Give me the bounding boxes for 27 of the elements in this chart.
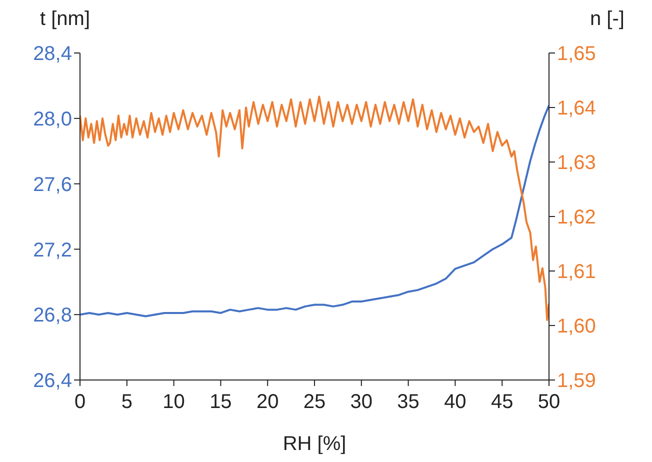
- y-tick-label: 26,4: [33, 370, 72, 392]
- x-tick-label: 0: [74, 391, 86, 414]
- x-tick-label: 15: [210, 391, 232, 414]
- x-tick-label: 35: [397, 391, 420, 414]
- y2-tick-label: 1,61: [557, 261, 596, 284]
- x-tick-label: 30: [350, 391, 373, 414]
- y2-tick-label: 1,62: [557, 206, 596, 229]
- y2-tick-label: 1,63: [557, 152, 596, 174]
- y-tick-label: 28,4: [33, 43, 72, 66]
- y2-tick-label: 1,64: [557, 98, 596, 120]
- x-tick-label: 20: [256, 391, 279, 414]
- x-tick-label: 25: [303, 391, 326, 414]
- x-axis-title: RH [%]: [282, 433, 346, 455]
- x-tick-label: 10: [162, 391, 185, 414]
- y2-axis-title: n [-]: [590, 8, 624, 31]
- x-tick-label: 40: [444, 391, 466, 414]
- y2-tick-label: 1,59: [557, 370, 596, 392]
- y-tick-label: 27,2: [33, 239, 72, 262]
- y-tick-label: 27,6: [33, 174, 72, 196]
- y2-tick-label: 1,60: [557, 316, 596, 338]
- x-tick-label: 45: [490, 391, 514, 414]
- y-tick-label: 26,8: [33, 304, 72, 327]
- x-tick-label: 5: [121, 391, 132, 414]
- y-tick-label: 28,0: [33, 108, 72, 130]
- x-tick-label: 50: [538, 391, 560, 414]
- y-axis-title: t [nm]: [40, 8, 90, 31]
- y2-tick-label: 1,65: [557, 43, 596, 66]
